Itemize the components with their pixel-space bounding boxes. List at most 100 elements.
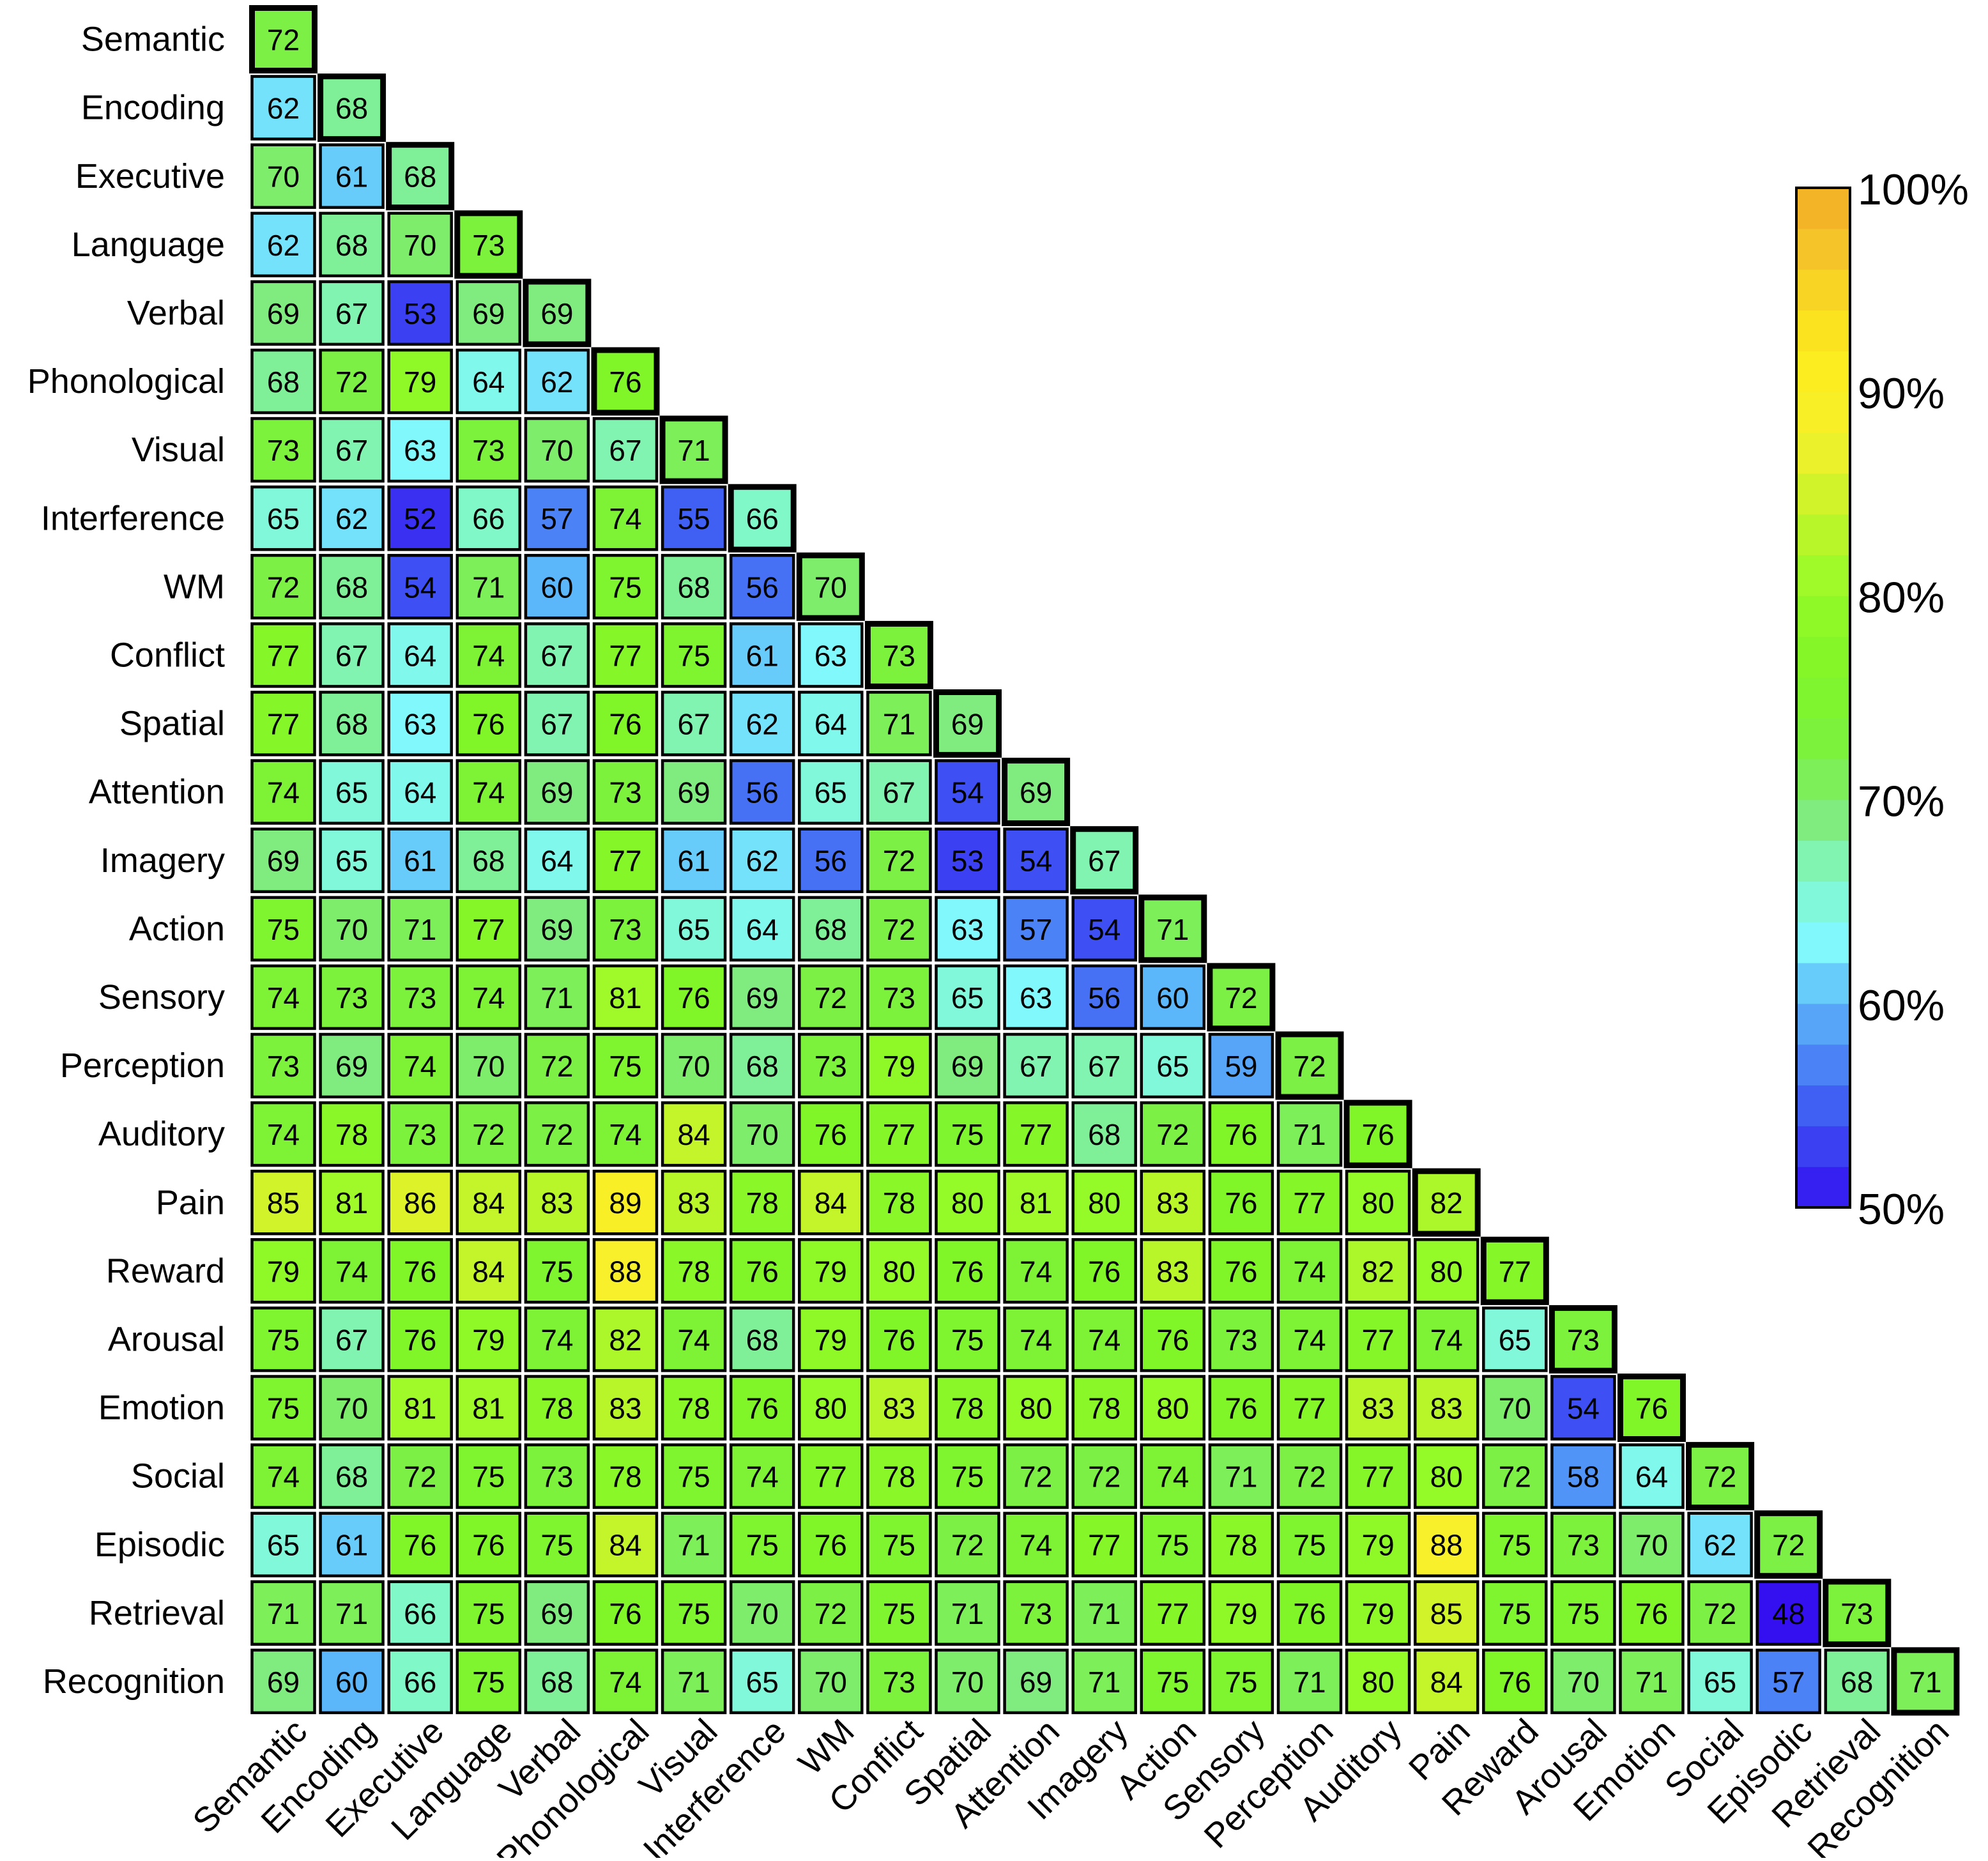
cell-value-label: 74 [1293, 1255, 1326, 1288]
colorbar-segment [1796, 188, 1850, 229]
heatmap-cell [250, 417, 316, 483]
heatmap-cell [729, 896, 795, 962]
heatmap-cell [524, 1032, 590, 1099]
row-label: Episodic [95, 1526, 225, 1564]
cell-value-label: 77 [267, 708, 300, 741]
cell-value-label: 71 [267, 1597, 300, 1630]
cell-value-label: 59 [1225, 1050, 1257, 1083]
heatmap-cell [319, 485, 385, 551]
cell-value-label: 72 [1499, 1460, 1531, 1494]
cell-value-label: 62 [746, 708, 779, 741]
heatmap-cell [1482, 1375, 1548, 1441]
heatmap-cell [798, 1443, 864, 1509]
cell-value-label: 78 [883, 1460, 915, 1494]
cell-value-label: 71 [1635, 1666, 1668, 1699]
heatmap-cell [319, 280, 385, 346]
colorbar-segment [1796, 636, 1850, 678]
heatmap-cell [592, 1375, 659, 1441]
heatmap-cell [866, 896, 932, 962]
heatmap-cell [798, 1512, 864, 1577]
heatmap-cell [455, 1648, 522, 1715]
heatmap-cell [661, 1512, 727, 1577]
cell-value-label: 71 [678, 434, 710, 467]
heatmap-cell-diagonal [1754, 1510, 1823, 1579]
heatmap-cell [250, 1032, 316, 1099]
heatmap-cell-diagonal [249, 5, 317, 73]
cell-value-label: 72 [883, 845, 915, 878]
colorbar-segment [1796, 473, 1850, 515]
cell-value-label: 73 [267, 434, 300, 467]
heatmap-cell [592, 1238, 659, 1304]
cell-value-label: 71 [678, 1666, 710, 1699]
heatmap-cell [319, 1238, 385, 1304]
heatmap-cell [1687, 1512, 1753, 1577]
cell-value-label: 67 [335, 434, 368, 467]
cell-value-label: 83 [1156, 1186, 1189, 1220]
row-label: Executive [75, 157, 225, 195]
heatmap-cell [592, 691, 659, 756]
cell-value-label: 80 [1362, 1186, 1395, 1220]
heatmap-cell [935, 1375, 1000, 1441]
heatmap-cell [455, 1580, 522, 1646]
heatmap-cell [455, 1443, 522, 1509]
cell-value-label: 79 [814, 1255, 847, 1288]
heatmap-cell [524, 691, 590, 756]
cell-value-label: 80 [1430, 1255, 1463, 1288]
cell-value-label: 64 [1635, 1460, 1668, 1494]
heatmap-cell [1619, 1580, 1685, 1646]
cell-value-label: 76 [1225, 1118, 1257, 1151]
heatmap-cell [250, 691, 316, 756]
cell-value-label: 67 [540, 639, 573, 672]
heatmap-cell [1003, 1238, 1069, 1304]
heatmap-cell [524, 759, 590, 825]
heatmap-cell [524, 964, 590, 1030]
heatmap-cell [524, 348, 590, 415]
cell-value-label: 56 [1088, 981, 1120, 1015]
cell-value-label: 77 [1020, 1118, 1052, 1151]
cell-value-label: 67 [1088, 1050, 1120, 1083]
heatmap-cell-diagonal [1891, 1647, 1960, 1716]
heatmap-cell [866, 1580, 932, 1646]
heatmap-cell [524, 1580, 590, 1646]
cell-value-label: 60 [540, 571, 573, 604]
heatmap-cell [250, 1169, 316, 1236]
cell-value-label: 72 [814, 981, 847, 1015]
heatmap-cell [1755, 1580, 1821, 1646]
cell-value-label: 72 [404, 1460, 436, 1494]
row-label: Imagery [100, 841, 225, 880]
cell-value-label: 71 [404, 913, 436, 946]
cell-value-label: 65 [814, 776, 847, 809]
heatmap-cell [1345, 1169, 1411, 1236]
cell-value-label: 76 [746, 1255, 779, 1288]
heatmap-cell [524, 1512, 590, 1577]
cell-value-label: 74 [1020, 1529, 1052, 1562]
heatmap-cell [798, 1101, 864, 1167]
colorbar-segment [1796, 717, 1850, 760]
cell-value-label: 57 [1772, 1666, 1805, 1699]
cell-value-label: 83 [678, 1186, 710, 1220]
heatmap-cell [524, 1443, 590, 1509]
cell-value-label: 75 [678, 639, 710, 672]
cell-value-label: 73 [1225, 1323, 1257, 1356]
cell-value-label: 75 [540, 1255, 573, 1288]
heatmap-cell [1003, 896, 1069, 962]
heatmap-cell [1003, 1101, 1069, 1167]
heatmap-cell [1208, 1512, 1274, 1577]
heatmap-cell [592, 1306, 659, 1372]
cell-value-label: 53 [404, 297, 436, 330]
cell-value-label: 73 [267, 1050, 300, 1083]
heatmap-cell [592, 1648, 659, 1715]
cell-value-label: 78 [335, 1118, 368, 1151]
heatmap-cell [524, 417, 590, 483]
cell-value-label: 77 [1293, 1186, 1326, 1220]
cell-value-label: 61 [404, 845, 436, 878]
heatmap-cell [455, 1169, 522, 1236]
colorbar-segment [1796, 962, 1850, 1004]
heatmap-cell [524, 1101, 590, 1167]
cell-value-label: 62 [746, 845, 779, 878]
colorbar-segment [1796, 595, 1850, 637]
heatmap-cell [1208, 1238, 1274, 1304]
heatmap-cell-diagonal [1412, 1168, 1481, 1237]
heatmap-cell [1345, 1648, 1411, 1715]
heatmap-cell [866, 1306, 932, 1372]
